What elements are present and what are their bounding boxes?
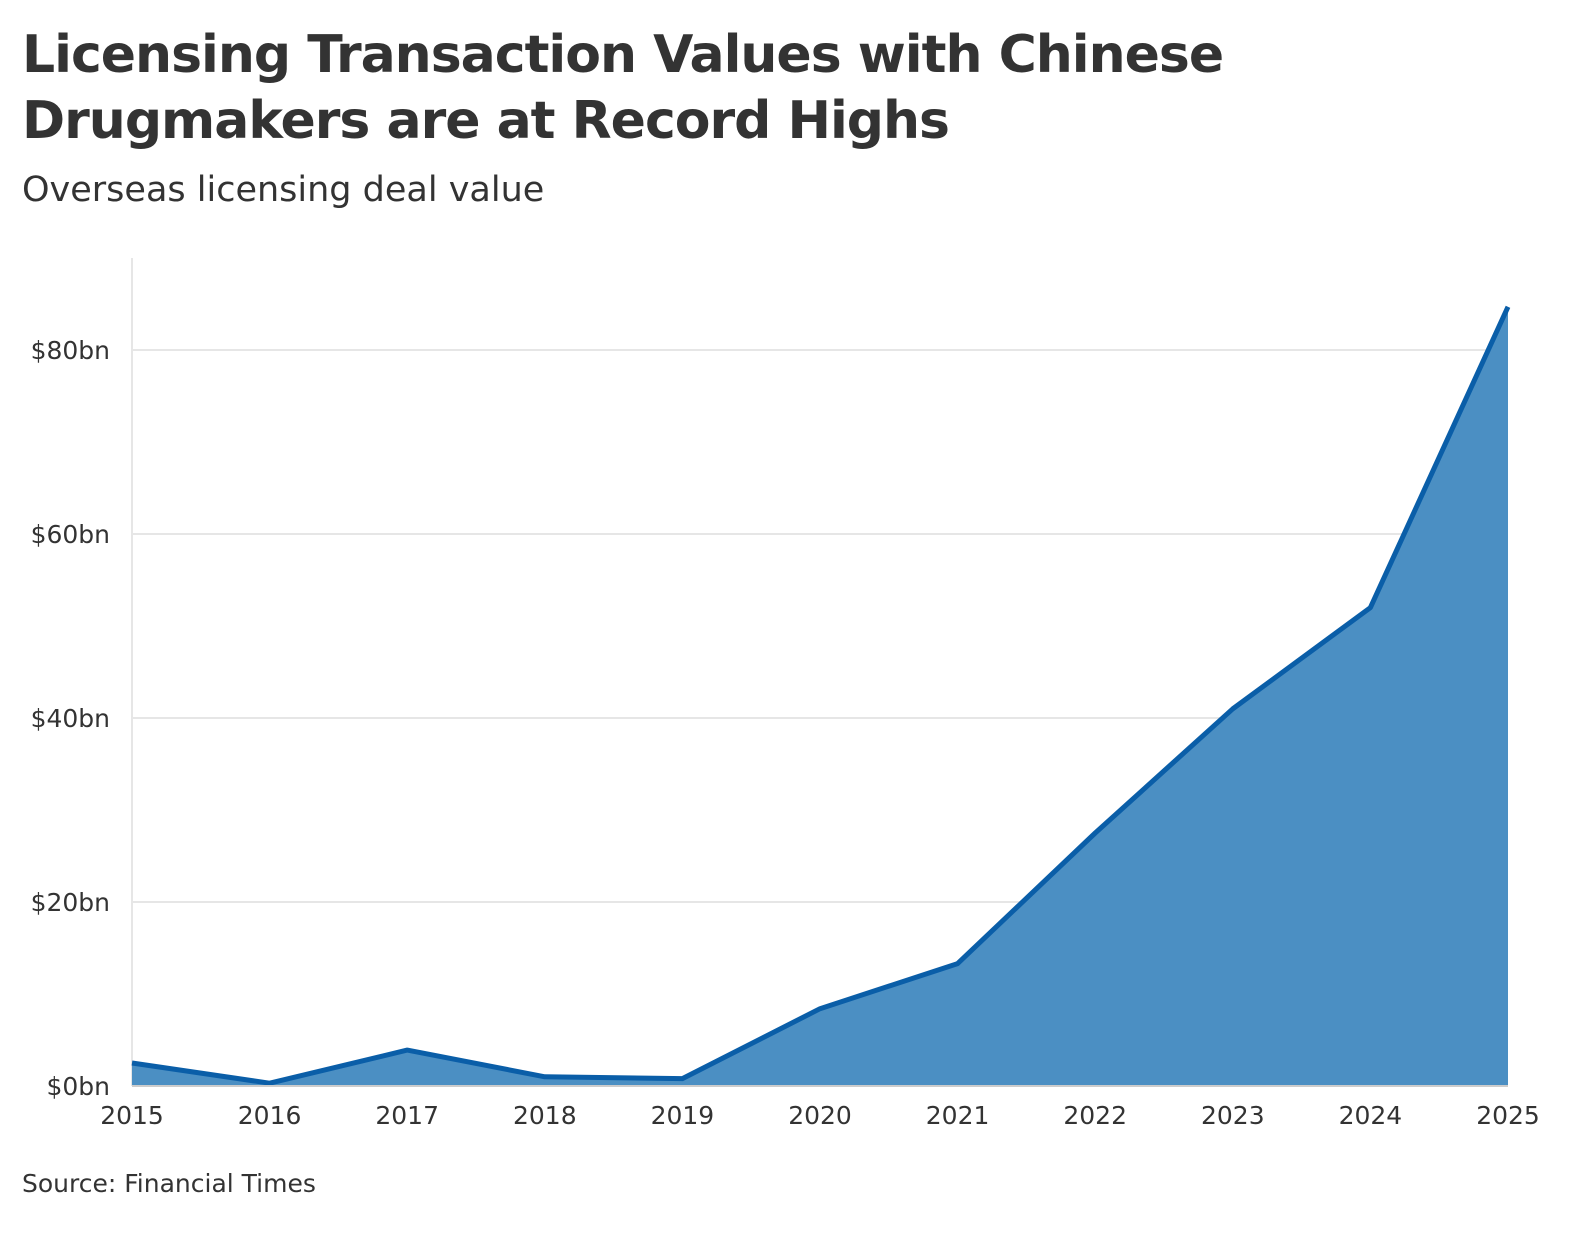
x-tick-label: 2019 [651,1101,715,1130]
y-tick-label: $80bn [31,336,110,365]
x-tick-label: 2022 [1063,1101,1127,1130]
x-tick-label: 2017 [375,1101,439,1130]
x-tick-label: 2020 [788,1101,852,1130]
y-tick-label: $60bn [31,520,110,549]
y-tick-label: $20bn [31,888,110,917]
y-tick-label: $0bn [46,1072,110,1101]
series-line [131,305,1511,1086]
y-tick-label: $40bn [31,704,110,733]
x-tick-label: 2025 [1476,1101,1540,1130]
series-area [132,306,1508,1086]
chart-subtitle: Overseas licensing deal value [22,170,545,210]
area-chart: $0bn$20bn$40bn$60bn$80bn 2015 2016 2017 201… [31,258,1540,1130]
y-axis-tick-labels: $0bn $20bn $40bn $60bn $80bn [31,336,110,1101]
x-tick-label: 2018 [513,1101,577,1130]
x-tick-label: 2024 [1339,1101,1403,1130]
chart-title: Licensing Transaction Values with Chines… [22,25,1224,151]
x-tick-label: 2023 [1201,1101,1265,1130]
x-tick-label: 2016 [238,1101,302,1130]
x-axis-tick-labels: 2015 2016 2017 2018 2019 2020 2021 2022 2023 2024… [100,1101,1540,1130]
x-tick-label: 2015 [100,1101,164,1130]
x-tick-label: 2021 [926,1101,990,1130]
source-note: Source: Financial Times [22,1169,316,1198]
